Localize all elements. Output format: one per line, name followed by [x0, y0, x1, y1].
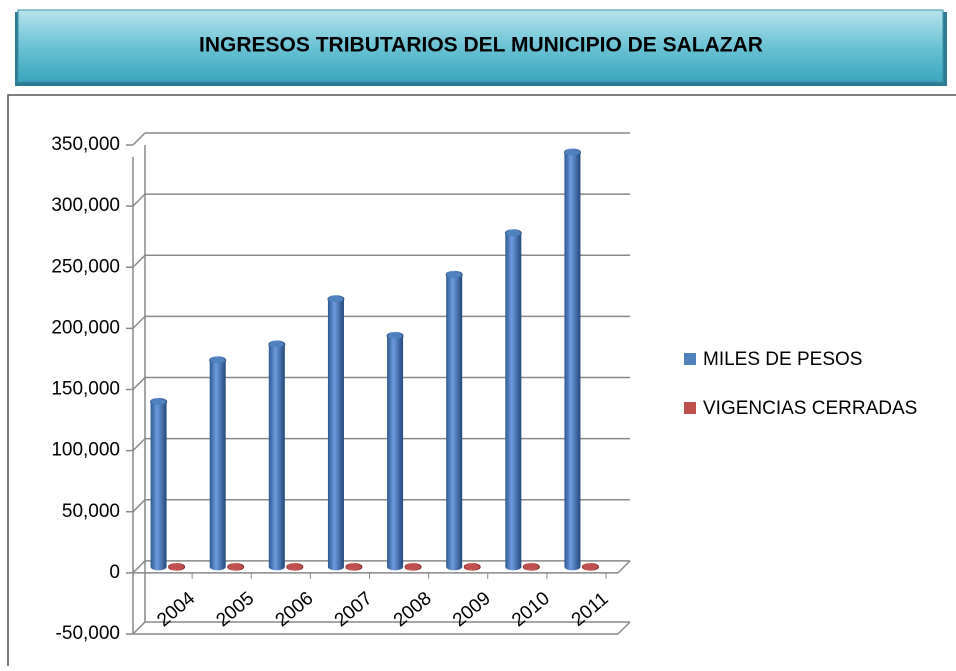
y-tick-label: 100,000: [51, 440, 120, 461]
bar-top: [563, 148, 581, 157]
x-tick-label: 2010: [508, 588, 554, 631]
floor-line: [617, 621, 631, 635]
bar-top: [209, 356, 227, 365]
y-tick-label: -50,000: [56, 623, 120, 644]
bar-base: [268, 563, 285, 571]
bar: [209, 356, 227, 571]
bar-top: [581, 562, 599, 571]
x-tick-label: 2004: [153, 588, 199, 632]
bar: [463, 562, 481, 571]
bar: [581, 562, 599, 571]
bar-top: [227, 562, 245, 571]
y-tick-label: 50,000: [62, 501, 120, 522]
bar-body: [150, 401, 167, 567]
bar: [150, 397, 168, 571]
y-tick-label: 350,000: [51, 134, 120, 155]
floor-line: [617, 560, 631, 574]
grid-line: [132, 438, 146, 452]
bar-top: [150, 397, 168, 406]
y-tick-label: 150,000: [51, 379, 120, 400]
plot: -50,000 0 50,000 100,000 150,000 200,000 250,0…: [51, 132, 631, 644]
bar-base: [387, 563, 404, 571]
x-tick-label: 2008: [390, 588, 436, 631]
bar: [445, 270, 463, 571]
bar-base: [150, 563, 167, 571]
chart-frame: [7, 94, 956, 671]
grid-line: [132, 376, 146, 391]
bar-body: [446, 274, 463, 567]
legend-label: VIGENCIAS CERRADAS: [703, 398, 917, 419]
bar-top: [504, 229, 522, 238]
bar: [168, 562, 186, 571]
bar-base: [564, 563, 581, 571]
legend-label: MILES DE PESOS: [703, 349, 862, 370]
bar-body: [209, 360, 226, 567]
grid-line: [132, 193, 146, 207]
grid-line: [132, 499, 146, 513]
grid-line: [132, 132, 146, 146]
bar: [227, 562, 245, 571]
bar: [504, 229, 522, 571]
bar-top: [286, 562, 304, 571]
bar-top: [168, 562, 186, 571]
bar-body: [268, 344, 285, 567]
bar: [563, 148, 581, 571]
bar: [345, 562, 363, 571]
bar: [522, 562, 540, 571]
bar-top: [463, 562, 481, 571]
bar: [386, 331, 404, 571]
grid-line: [132, 621, 146, 635]
bar-base: [505, 563, 522, 571]
bar-top: [404, 562, 422, 571]
bar: [404, 562, 422, 571]
grid-line: [132, 315, 146, 329]
bar-base: [327, 563, 344, 571]
bar-top: [345, 562, 363, 571]
bar-top: [522, 562, 540, 571]
bar-body: [387, 335, 404, 567]
grid-line: [132, 560, 146, 574]
chart-title: INGRESOS TRIBUTARIOS DEL MUNICIPIO DE SA…: [199, 34, 763, 57]
y-tick-label: 200,000: [51, 317, 120, 338]
legend-swatch: [684, 402, 696, 414]
bar-base: [446, 563, 463, 571]
banner: [17, 9, 944, 83]
bar-base: [209, 563, 226, 571]
bar: [286, 562, 304, 571]
bar-top: [386, 331, 404, 340]
grid-line: [132, 254, 146, 268]
bar-top: [268, 340, 286, 349]
x-tick-label: 2006: [272, 588, 318, 631]
bar-body: [505, 233, 522, 567]
bar-top: [445, 270, 463, 279]
y-tick-label: 250,000: [51, 256, 120, 277]
bar-body: [327, 299, 344, 567]
bar: [268, 340, 286, 571]
legend-swatch: [684, 353, 696, 365]
x-tick-label: 2005: [212, 588, 258, 631]
bar: [327, 295, 345, 571]
x-tick-label: 2007: [331, 588, 377, 631]
bar-top: [327, 295, 345, 304]
y-tick-label: 0: [109, 562, 120, 583]
x-tick-label: 2011: [568, 588, 613, 630]
x-tick-label: 2009: [449, 588, 495, 631]
bar-body: [564, 152, 581, 567]
y-tick-label: 300,000: [51, 195, 120, 216]
